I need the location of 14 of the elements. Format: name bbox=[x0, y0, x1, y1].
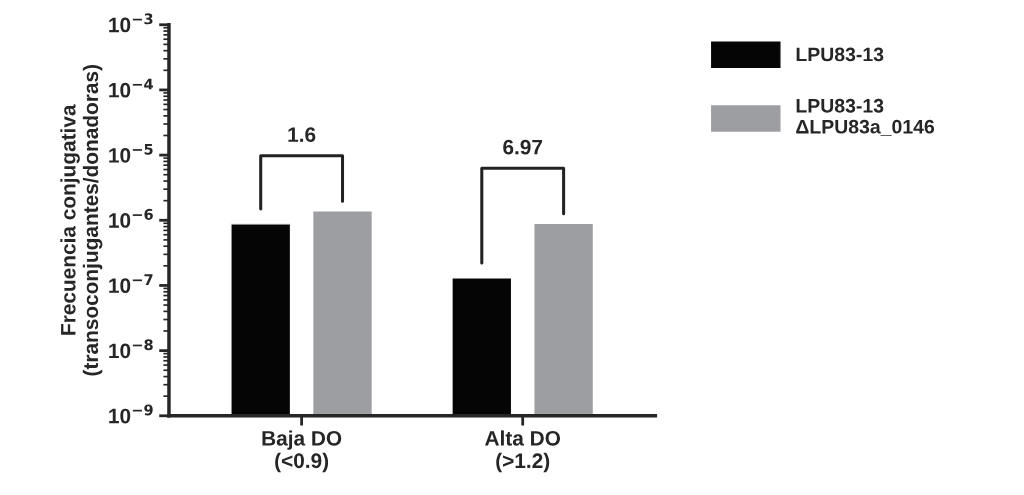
y-tick-label: 10$^{−6}$ bbox=[109, 208, 153, 228]
legend-label: LPU83-13 ΔLPU83a_0146 bbox=[796, 98, 935, 136]
y-tick-label: 10$^{−8}$ bbox=[109, 339, 153, 359]
y-tick-label: 10$^{−4}$ bbox=[109, 78, 153, 98]
y-tick-label: 10$^{−7}$ bbox=[109, 274, 153, 294]
legend-label: LPU83-13 bbox=[796, 47, 884, 62]
x-tick-label: Baja DO (<0.9) bbox=[262, 430, 342, 473]
annotation: 6.97 bbox=[503, 139, 543, 155]
y-tick-label: 10$^{−9}$ bbox=[109, 404, 153, 424]
annotation: 1.6 bbox=[288, 127, 316, 143]
y-tick-label: 10$^{−3}$ bbox=[109, 13, 153, 33]
x-tick-label: Alta DO (>1.2) bbox=[485, 430, 561, 473]
y-axis-title: Frecuencia conjugativa (transoconjugantes/donadoras) bbox=[60, 65, 103, 376]
y-tick-label: 10$^{−5}$ bbox=[109, 143, 153, 163]
